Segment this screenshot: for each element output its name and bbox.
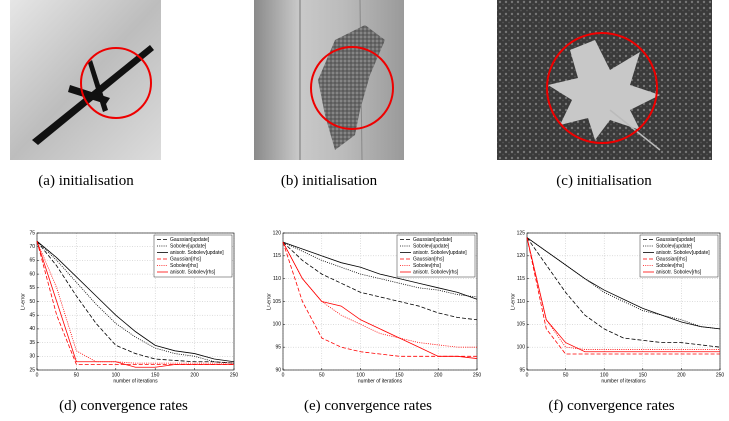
legend-label: anisotr. Sobolev[rhs]: [656, 269, 702, 275]
legend-label: Sobolev[update]: [656, 243, 693, 249]
y-tick-label: 75: [29, 230, 35, 236]
y-tick-label: 110: [517, 299, 525, 305]
y-tick-label: 45: [29, 313, 35, 319]
x-tick-label: 0: [526, 372, 529, 378]
y-tick-label: 30: [29, 354, 35, 360]
x-axis-label: number of iterations: [358, 378, 403, 384]
x-tick-label: 250: [473, 372, 482, 378]
x-tick-label: 0: [282, 372, 285, 378]
y-tick-label: 40: [29, 326, 35, 332]
legend-label: Gaussian[update]: [413, 237, 453, 243]
x-tick-label: 0: [36, 372, 39, 378]
y-tick-label: 115: [273, 253, 281, 259]
legend-label: anisotr. Sobolev[rhs]: [413, 269, 459, 275]
legend-label: Gaussian[update]: [170, 237, 210, 243]
caption: (a) initialisation: [38, 173, 134, 189]
x-tick-label: 50: [319, 372, 325, 378]
legend-label: Gaussian[update]: [656, 237, 696, 243]
y-tick-label: 55: [29, 285, 35, 291]
y-tick-label: 95: [519, 367, 525, 373]
legend-label: Gaussian[rhs]: [413, 256, 444, 262]
y-tick-label: 90: [275, 367, 281, 373]
legend-label: Sobolev[rhs]: [413, 263, 441, 269]
y-tick-label: 100: [273, 322, 282, 328]
x-tick-label: 250: [230, 372, 239, 378]
caption: (f) convergence rates: [548, 398, 674, 414]
y-tick-label: 100: [517, 344, 526, 350]
caption: (c) initialisation: [556, 173, 652, 189]
x-tick-label: 50: [74, 372, 80, 378]
y-tick-label: 60: [29, 271, 35, 277]
y-tick-label: 35: [29, 340, 35, 346]
y-tick-label: 110: [273, 276, 281, 282]
y-tick-label: 120: [517, 253, 526, 259]
x-tick-label: 200: [434, 372, 443, 378]
image-c: [497, 0, 712, 160]
caption: (e) convergence rates: [304, 398, 432, 414]
y-tick-label: 25: [29, 367, 35, 373]
y-tick-label: 120: [273, 230, 282, 236]
y-tick-label: 50: [29, 299, 35, 305]
caption: (b) initialisation: [281, 173, 378, 189]
image-b: [254, 0, 404, 160]
legend-label: anisotr. Sobolev[update]: [656, 250, 710, 256]
y-tick-label: 115: [517, 276, 525, 282]
x-tick-label: 50: [563, 372, 569, 378]
legend-label: Sobolev[rhs]: [170, 263, 198, 269]
x-axis-label: number of iterations: [113, 378, 158, 384]
y-tick-label: 95: [275, 344, 281, 350]
legend-label: anisotr. Sobolev[rhs]: [170, 269, 216, 275]
y-tick-label: 105: [273, 299, 282, 305]
legend-label: Gaussian[rhs]: [170, 256, 201, 262]
x-axis-label: number of iterations: [601, 378, 646, 384]
x-tick-label: 200: [677, 372, 686, 378]
legend-label: Sobolev[update]: [413, 243, 450, 249]
y-tick-label: 65: [29, 258, 35, 264]
legend-label: Gaussian[rhs]: [656, 256, 687, 262]
y-tick-label: 105: [517, 322, 526, 328]
figure: (a) initialisation (b) initialisation (c…: [0, 0, 729, 421]
legend-label: Sobolev[update]: [170, 243, 207, 249]
x-tick-label: 250: [716, 372, 725, 378]
y-tick-label: 70: [29, 244, 35, 250]
y-tick-label: 125: [517, 230, 526, 236]
x-tick-label: 200: [190, 372, 199, 378]
y-axis-label: L²-error: [510, 293, 516, 310]
caption: (d) convergence rates: [59, 398, 188, 414]
y-axis-label: L²-error: [266, 293, 272, 310]
legend-label: anisotr. Sobolev[update]: [413, 250, 467, 256]
legend-label: Sobolev[rhs]: [656, 263, 684, 269]
legend-label: anisotr. Sobolev[update]: [170, 250, 224, 256]
image-a: [10, 0, 161, 160]
y-axis-label: L²-error: [20, 293, 26, 310]
